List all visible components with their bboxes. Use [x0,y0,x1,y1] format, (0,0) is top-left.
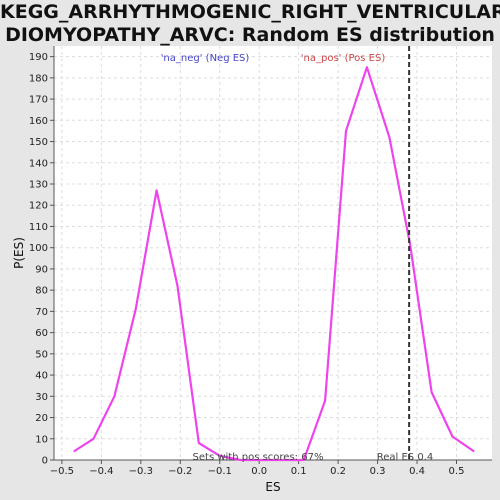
grid [54,46,492,460]
y-tick-label: 100 [29,243,48,254]
x-axis-label: ES [265,480,280,494]
y-tick-label: 50 [35,349,48,360]
chart-title-line-1: KEGG_ARRHYTHMOGENIC_RIGHT_VENTRICULAR_CA… [0,1,500,23]
y-tick-label: 90 [35,264,48,275]
x-tick-label: −0.1 [208,466,232,477]
y-tick-label: 20 [35,413,48,424]
x-tick-label: −0.5 [50,466,74,477]
pos-es-label: 'na_pos' (Pos ES) [301,53,386,64]
y-tick-label: 80 [35,286,48,297]
y-axis-ticks: 0 10 20 30 40 50 60 70 80 90 100 110 120 130 140 150 160… [29,52,54,467]
chart-title-line-2: DIOMYOPATHY_ARVC: Random ES distribution [5,24,495,46]
x-tick-label: 0.4 [409,466,425,477]
y-tick-label: 130 [29,180,48,191]
y-tick-label: 40 [35,371,48,382]
y-tick-label: 120 [29,201,48,212]
neg-es-label: 'na_neg' (Neg ES) [161,53,250,64]
x-tick-label: 0.0 [251,466,267,477]
chart-title: KEGG_ARRHYTHMOGENIC_RIGHT_VENTRICULAR_CA… [0,0,500,47]
y-tick-label: 10 [35,434,48,445]
y-tick-label: 150 [29,137,48,148]
y-tick-label: 110 [29,222,48,233]
x-tick-label: −0.4 [89,466,113,477]
y-tick-label: 160 [29,116,48,127]
x-tick-label: −0.3 [129,466,153,477]
plot-area [54,46,492,460]
x-tick-label: −0.2 [168,466,192,477]
y-tick-label: 190 [29,52,48,63]
x-tick-label: 0.5 [449,466,465,477]
es-distribution-line [73,66,475,462]
y-tick-label: 60 [35,328,48,339]
sets-with-pos-scores-label: Sets with pos scores: 67% [193,452,324,463]
x-tick-label: 0.2 [330,466,346,477]
y-tick-label: 0 [42,456,48,467]
y-axis-label: P(ES) [12,237,26,269]
x-tick-label: 0.1 [291,466,307,477]
y-tick-label: 70 [35,307,48,318]
y-tick-label: 170 [29,95,48,106]
real-es-label: Real ES 0.4 [377,452,433,463]
x-tick-label: 0.3 [370,466,386,477]
y-tick-label: 30 [35,392,48,403]
y-tick-label: 180 [29,73,48,84]
x-axis-ticks: −0.5 −0.4 −0.3 −0.2 −0.1 0.0 0.1 0.2 0.3 0.4 0.5 [50,460,465,477]
y-tick-label: 140 [29,158,48,169]
